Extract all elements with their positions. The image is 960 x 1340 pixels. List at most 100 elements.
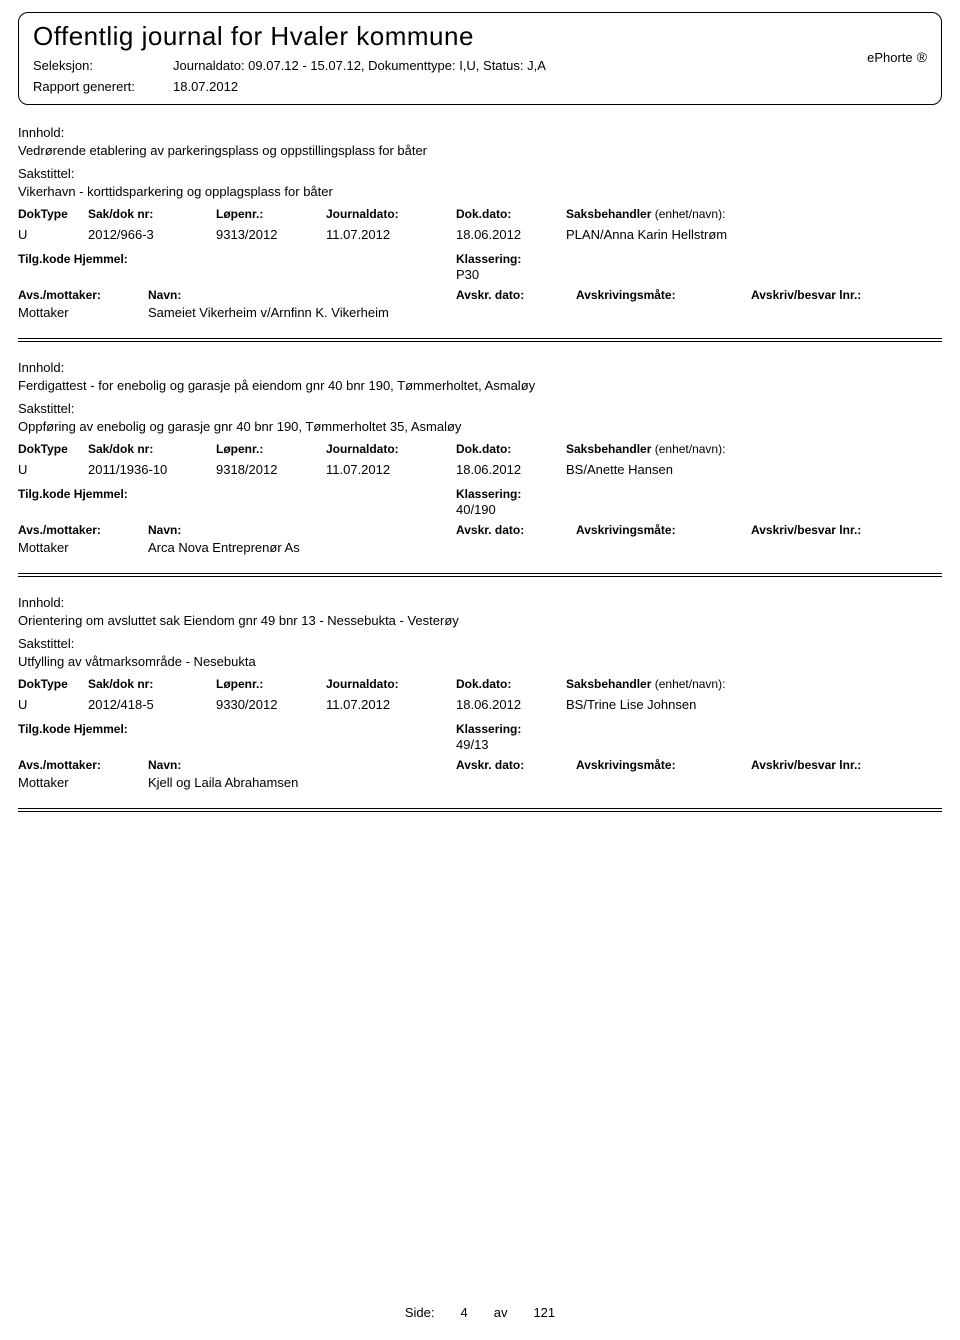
- avskrivingsmate-label: Avskrivingsmåte:: [576, 523, 751, 537]
- journal-entry: Innhold: Vedrørende etablering av parker…: [18, 125, 942, 342]
- doc-header-row: DokType Sak/dok nr: Løpenr.: Journaldato…: [18, 207, 942, 221]
- saksbehandler-value: BS/Trine Lise Johnsen: [566, 695, 942, 714]
- ephorte-brand: ePhorte ®: [867, 49, 927, 65]
- journal-entry: Innhold: Ferdigattest - for enebolig og …: [18, 360, 942, 577]
- journaldato-header: Journaldato:: [326, 442, 456, 456]
- saknr-value: 2012/418-5: [88, 695, 216, 714]
- tilg-row: Tilg.kode Hjemmel: Klassering:: [18, 252, 942, 266]
- innhold-label: Innhold:: [18, 125, 942, 140]
- avs-mottaker-label: Avs./mottaker:: [18, 523, 148, 537]
- tilg-row: Tilg.kode Hjemmel: Klassering:: [18, 722, 942, 736]
- sakstittel-text: Utfylling av våtmarksområde - Nesebukta: [18, 654, 942, 669]
- registered-icon: ®: [917, 49, 927, 65]
- avs-mottaker-label: Avs./mottaker:: [18, 288, 148, 302]
- saksbehandler-label: Saksbehandler: [566, 442, 651, 456]
- avskr-dato-label: Avskr. dato:: [456, 523, 576, 537]
- dokdato-value: 18.06.2012: [456, 695, 566, 714]
- avskriv-besvar-label: Avskriv/besvar lnr.:: [751, 523, 942, 537]
- seleksjon-row: Seleksjon: Journaldato: 09.07.12 - 15.07…: [33, 58, 927, 73]
- avskrivingsmate-label: Avskrivingsmåte:: [576, 758, 751, 772]
- avskrivingsmate-label: Avskrivingsmåte:: [576, 288, 751, 302]
- doc-header-row: DokType Sak/dok nr: Løpenr.: Journaldato…: [18, 442, 942, 456]
- klassering-label: Klassering:: [456, 252, 521, 266]
- mottaker-label: Mottaker: [18, 775, 148, 790]
- lopenr-value: 9313/2012: [216, 225, 326, 244]
- journaldato-value: 11.07.2012: [326, 225, 456, 244]
- doc-value-row: U 2011/1936-10 9318/2012 11.07.2012 18.0…: [18, 460, 942, 479]
- enhet-label: (enhet/navn):: [655, 442, 726, 456]
- enhet-label: (enhet/navn):: [655, 207, 726, 221]
- tilgkode-label: Tilg.kode Hjemmel:: [18, 487, 456, 501]
- lopenr-header: Løpenr.:: [216, 207, 326, 221]
- journaldato-value: 11.07.2012: [326, 460, 456, 479]
- avs-header-row: Avs./mottaker: Navn: Avskr. dato: Avskri…: [18, 523, 942, 537]
- entries-container: Innhold: Vedrørende etablering av parker…: [18, 125, 942, 812]
- total-pages: 121: [533, 1305, 555, 1320]
- klassering-value: 40/190: [456, 502, 942, 517]
- mottaker-label: Mottaker: [18, 305, 148, 320]
- mottaker-row: Mottaker Arca Nova Entreprenør As: [18, 540, 942, 555]
- avskr-dato-label: Avskr. dato:: [456, 288, 576, 302]
- doktype-header: DokType: [18, 677, 88, 691]
- saksbehandler-value: BS/Anette Hansen: [566, 460, 942, 479]
- header-box: Offentlig journal for Hvaler kommune ePh…: [18, 12, 942, 105]
- lopenr-header: Løpenr.:: [216, 442, 326, 456]
- saksbehandler-header: Saksbehandler (enhet/navn):: [566, 442, 942, 456]
- mottaker-row: Mottaker Kjell og Laila Abrahamsen: [18, 775, 942, 790]
- avs-mottaker-label: Avs./mottaker:: [18, 758, 148, 772]
- doktype-value: U: [18, 225, 88, 244]
- doktype-header: DokType: [18, 207, 88, 221]
- innhold-text: Vedrørende etablering av parkeringsplass…: [18, 143, 942, 158]
- page-title: Offentlig journal for Hvaler kommune: [33, 21, 927, 52]
- doktype-header: DokType: [18, 442, 88, 456]
- side-label: Side:: [405, 1305, 435, 1320]
- rapport-label: Rapport generert:: [33, 79, 151, 94]
- ephorte-text: ePhorte: [867, 50, 913, 65]
- avs-header-row: Avs./mottaker: Navn: Avskr. dato: Avskri…: [18, 288, 942, 302]
- innhold-label: Innhold:: [18, 360, 942, 375]
- saknr-header: Sak/dok nr:: [88, 442, 216, 456]
- dokdato-header: Dok.dato:: [456, 677, 566, 691]
- navn-label: Navn:: [148, 288, 456, 302]
- doktype-value: U: [18, 460, 88, 479]
- rapport-row: Rapport generert: 18.07.2012: [33, 79, 927, 94]
- doc-header-row: DokType Sak/dok nr: Løpenr.: Journaldato…: [18, 677, 942, 691]
- mottaker-label: Mottaker: [18, 540, 148, 555]
- rapport-value: 18.07.2012: [173, 79, 238, 94]
- dokdato-value: 18.06.2012: [456, 225, 566, 244]
- tilgkode-label: Tilg.kode Hjemmel:: [18, 252, 456, 266]
- lopenr-value: 9318/2012: [216, 460, 326, 479]
- avskr-dato-label: Avskr. dato:: [456, 758, 576, 772]
- enhet-label: (enhet/navn):: [655, 677, 726, 691]
- seleksjon-value: Journaldato: 09.07.12 - 15.07.12, Dokume…: [173, 58, 546, 73]
- saksbehandler-header: Saksbehandler (enhet/navn):: [566, 677, 942, 691]
- saknr-value: 2012/966-3: [88, 225, 216, 244]
- page-number: 4: [460, 1305, 467, 1320]
- saksbehandler-label: Saksbehandler: [566, 677, 651, 691]
- doc-value-row: U 2012/418-5 9330/2012 11.07.2012 18.06.…: [18, 695, 942, 714]
- journaldato-header: Journaldato:: [326, 677, 456, 691]
- sakstittel-label: Sakstittel:: [18, 401, 942, 416]
- journaldato-value: 11.07.2012: [326, 695, 456, 714]
- sakstittel-label: Sakstittel:: [18, 636, 942, 651]
- klassering-value: P30: [456, 267, 942, 282]
- footer-inner: Side: 4 av 121: [405, 1305, 555, 1320]
- mottaker-row: Mottaker Sameiet Vikerheim v/Arnfinn K. …: [18, 305, 942, 320]
- innhold-text: Ferdigattest - for enebolig og garasje p…: [18, 378, 942, 393]
- dokdato-value: 18.06.2012: [456, 460, 566, 479]
- klassering-value: 49/13: [456, 737, 942, 752]
- saknr-header: Sak/dok nr:: [88, 207, 216, 221]
- doktype-value: U: [18, 695, 88, 714]
- navn-label: Navn:: [148, 758, 456, 772]
- journaldato-header: Journaldato:: [326, 207, 456, 221]
- sakstittel-text: Vikerhavn - korttidsparkering og opplags…: [18, 184, 942, 199]
- tilg-row: Tilg.kode Hjemmel: Klassering:: [18, 487, 942, 501]
- saknr-value: 2011/1936-10: [88, 460, 216, 479]
- avskriv-besvar-label: Avskriv/besvar lnr.:: [751, 758, 942, 772]
- dokdato-header: Dok.dato:: [456, 207, 566, 221]
- saksbehandler-value: PLAN/Anna Karin Hellstrøm: [566, 225, 942, 244]
- lopenr-header: Løpenr.:: [216, 677, 326, 691]
- journal-entry: Innhold: Orientering om avsluttet sak Ei…: [18, 595, 942, 812]
- sakstittel-label: Sakstittel:: [18, 166, 942, 181]
- saknr-header: Sak/dok nr:: [88, 677, 216, 691]
